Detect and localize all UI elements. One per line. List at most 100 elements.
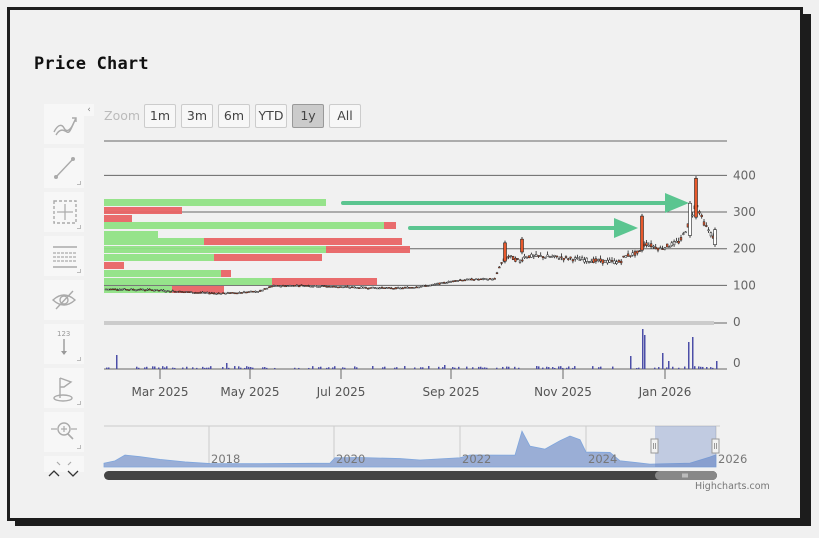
toggle-annotations-button[interactable]: [44, 280, 84, 320]
candle-down: [452, 280, 455, 282]
volume-profile: [104, 199, 410, 293]
range-all-button[interactable]: All: [329, 104, 361, 128]
flag-annotation-icon: [53, 377, 73, 402]
scrollbar[interactable]: [104, 471, 717, 480]
volume-bar: [384, 366, 386, 369]
trend-arrows: [341, 193, 689, 238]
navigator-handle[interactable]: [711, 438, 720, 454]
range-ytd-button[interactable]: YTD: [255, 104, 287, 128]
candle-up: [334, 286, 338, 288]
highcharts-credits[interactable]: Highcharts.com: [695, 481, 770, 492]
crosshair-measure-button[interactable]: [44, 192, 84, 232]
navigator-label: 2022: [462, 452, 491, 466]
y-tick-label: 0: [733, 315, 741, 329]
range-6m-button[interactable]: 6m: [218, 104, 250, 128]
range-3m-button[interactable]: 3m: [181, 104, 213, 128]
fullscreen-icon: [56, 461, 72, 466]
navigator-selection: [655, 426, 716, 467]
volume-bar: [266, 367, 268, 369]
candle-down: [410, 287, 414, 289]
candle-down: [139, 288, 142, 291]
volume-bar: [154, 366, 156, 369]
candle-up: [709, 232, 713, 237]
range-1m-button[interactable]: 1m: [144, 104, 176, 128]
candle-down: [235, 292, 239, 295]
volume-bar: [630, 356, 632, 369]
candle-up: [672, 241, 676, 246]
volume-bar: [274, 367, 276, 369]
candle-down: [390, 287, 393, 290]
candle-down: [157, 289, 161, 292]
volume-bar: [262, 367, 264, 369]
candle-up: [185, 291, 188, 293]
volume-bar: [506, 366, 508, 369]
candle-up: [525, 256, 529, 259]
candle-down: [143, 289, 147, 292]
candle-down: [270, 285, 273, 288]
candle-down: [601, 259, 604, 264]
range-1y-button[interactable]: 1y: [292, 104, 324, 128]
volume-bar: [182, 367, 184, 369]
candle-up: [141, 288, 144, 291]
candle-down: [617, 260, 621, 263]
candle-down: [247, 291, 250, 293]
fullscreen-button[interactable]: [44, 456, 84, 472]
volume-bar: [484, 367, 486, 369]
candle-down: [654, 246, 657, 249]
x-tick-label: Jul 2025: [316, 385, 366, 399]
candle-down: [369, 287, 372, 289]
candle-up: [162, 289, 165, 292]
profile-bar-down: [221, 270, 231, 277]
flag-button[interactable]: [44, 368, 84, 408]
volume-bar: [480, 366, 482, 369]
volume-bar: [192, 367, 194, 369]
candle-down: [442, 282, 446, 284]
candle-down: [394, 287, 397, 290]
candle-up: [275, 285, 278, 287]
volume-bar: [332, 367, 334, 369]
volume-bar: [298, 367, 300, 369]
candle-down: [507, 256, 510, 258]
volume-bar: [428, 366, 430, 369]
candle-up: [486, 278, 489, 281]
candle-up: [288, 285, 292, 287]
fibonacci-button[interactable]: [44, 236, 84, 276]
up-chevron-icon[interactable]: [47, 468, 61, 478]
volume-bar: [342, 367, 344, 369]
candle-down: [383, 287, 386, 289]
candle-up: [468, 278, 471, 281]
vertical-counter-button[interactable]: 123: [44, 324, 84, 364]
candle-down: [212, 292, 216, 295]
candle-down: [498, 266, 501, 269]
volume-bar: [252, 367, 254, 369]
toolbar-collapse-button[interactable]: ‹: [84, 104, 94, 116]
candle-down: [594, 258, 598, 262]
candle-up: [613, 260, 616, 264]
volume-bar: [502, 366, 504, 369]
profile-bar-up: [104, 278, 272, 285]
volume-bar: [116, 355, 118, 369]
line-segment-button[interactable]: [44, 148, 84, 188]
volume-bar: [162, 366, 164, 369]
candle-down: [233, 292, 236, 295]
scrollbar-thumb[interactable]: [655, 471, 717, 480]
candle-up: [597, 259, 600, 262]
volume-bar: [234, 366, 236, 369]
candle-up: [659, 247, 662, 249]
candle-down: [521, 259, 524, 262]
down-chevron-icon[interactable]: [66, 468, 80, 478]
candle-up: [580, 257, 584, 261]
candle-spike: [713, 229, 717, 245]
y-tick-label: 100: [733, 278, 756, 292]
candle-up: [557, 258, 561, 260]
candle-down: [700, 214, 703, 217]
candle-up: [465, 278, 469, 281]
indicators-button[interactable]: [44, 104, 84, 144]
zoom-change-button[interactable]: [44, 412, 84, 452]
candle-up: [631, 252, 634, 256]
scrollbar-track[interactable]: [104, 471, 717, 480]
navigator-handle[interactable]: [650, 438, 659, 454]
navigator[interactable]: 2018 2020 2022 2024 2026: [103, 425, 747, 468]
volume-axis-label: 0: [733, 356, 741, 370]
